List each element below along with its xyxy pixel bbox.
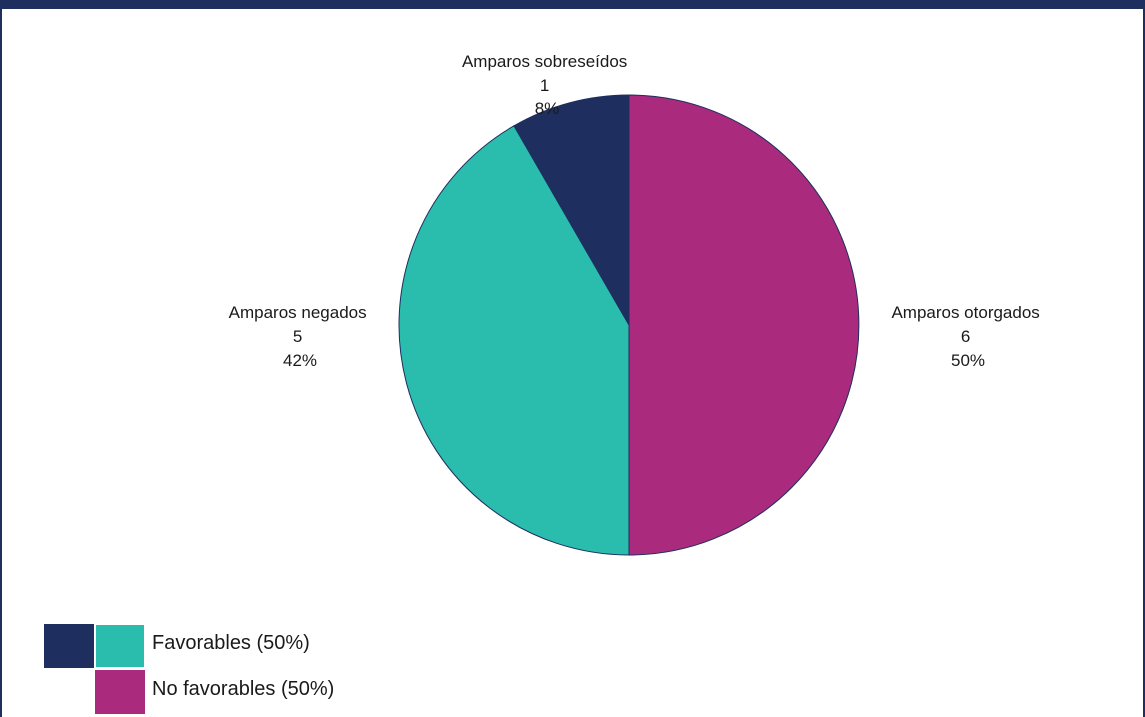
pie-slice-amparos-otorgados [628, 94, 860, 556]
label-amparos-otorgados: Amparos otorgados 6 50% [891, 303, 1044, 370]
label-negados-percent: 42% [283, 351, 317, 370]
pie-slice-amparos-negados [398, 125, 630, 556]
pie-slices [398, 94, 860, 556]
label-sobreseidos-value: 1 [540, 76, 549, 95]
label-amparos-negados: Amparos negados 5 42% [229, 303, 372, 370]
label-otorgados-name: Amparos otorgados [891, 303, 1039, 322]
label-amparos-sobreseidos: Amparos sobreseídos 1 8% [462, 52, 632, 118]
legend-swatch-sobreseidos [44, 624, 94, 668]
legend-label-no-favorables: No favorables (50%) [152, 678, 335, 700]
label-otorgados-percent: 50% [951, 351, 985, 370]
label-otorgados-value: 6 [961, 327, 970, 346]
label-negados-value: 5 [293, 327, 302, 346]
pie-slice-amparos-sobrese-dos [513, 94, 630, 327]
legend-swatch-otorgados [95, 670, 145, 714]
label-negados-name: Amparos negados [229, 303, 367, 322]
legend-swatch-negados [95, 624, 145, 668]
legend: Favorables (50%) No favorables (50%) [44, 624, 444, 717]
label-sobreseidos-name: Amparos sobreseídos [462, 52, 627, 71]
label-sobreseidos-percent: 8% [535, 99, 560, 118]
legend-label-favorables: Favorables (50%) [152, 632, 310, 654]
top-bar [0, 0, 1145, 9]
